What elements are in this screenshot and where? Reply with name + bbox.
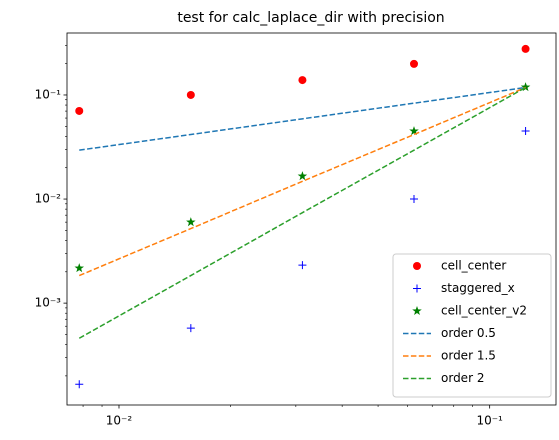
- y-tick-label: 10⁻²: [35, 192, 62, 206]
- legend-marker: [412, 306, 422, 316]
- series-line: [78, 86, 526, 339]
- legend-label: staggered_x: [441, 281, 515, 295]
- legend: cell_center staggered_x cell_center_v2orde…: [392, 253, 552, 398]
- x-tick-label: 10⁻¹: [476, 414, 503, 428]
- point: [409, 59, 418, 68]
- point: [521, 126, 530, 135]
- point: [298, 261, 307, 270]
- point: [409, 126, 419, 136]
- point: [521, 44, 530, 53]
- legend-marker: [413, 262, 421, 270]
- plot-frame: [66, 32, 557, 406]
- series-line: [78, 86, 526, 277]
- point: [75, 380, 84, 389]
- x-tick-label: 10⁻²: [106, 414, 133, 428]
- legend-label: order 1.5: [441, 349, 496, 363]
- point: [186, 90, 195, 99]
- point: [298, 76, 307, 85]
- point: [520, 82, 531, 92]
- legend-marker: [413, 284, 421, 293]
- chart-title: test for calc_laplace_dir with precision: [177, 10, 444, 26]
- legend-label: cell_center_v2: [441, 304, 527, 318]
- legend-box: [392, 253, 552, 398]
- legend-label: order 0.5: [441, 326, 496, 340]
- point: [186, 324, 195, 333]
- series-line: [79, 86, 526, 151]
- y-tick-label: 10⁻¹: [35, 87, 62, 101]
- point: [74, 263, 85, 273]
- point: [297, 171, 308, 181]
- point: [186, 217, 196, 227]
- legend-label: order 2: [441, 371, 484, 385]
- point: [75, 106, 84, 115]
- y-tick-label: 10⁻³: [35, 296, 62, 310]
- point: [409, 195, 418, 204]
- legend-label: cell_center: [441, 259, 506, 273]
